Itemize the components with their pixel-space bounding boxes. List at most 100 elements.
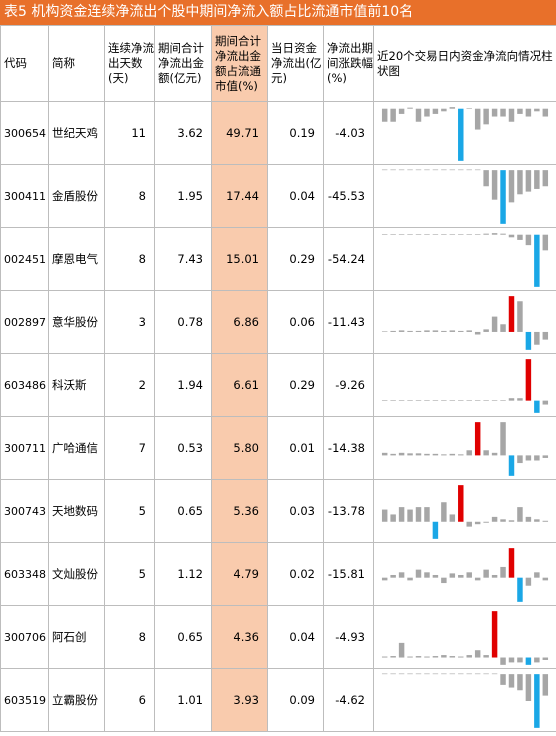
flow-bar (508, 548, 515, 578)
net-flow-bar-chart (381, 611, 549, 665)
period-change: -4.93 (323, 605, 374, 669)
flow-bar (415, 453, 422, 456)
flow-bar (398, 673, 405, 675)
net-flow-bar-chart (381, 548, 549, 602)
flow-bar (500, 519, 506, 522)
flow-bar (534, 519, 540, 522)
outflow-ratio: 6.86 (211, 290, 268, 354)
flow-bar (458, 656, 464, 658)
net-flow-bar-chart (381, 107, 549, 161)
outflow-days: 5 (104, 542, 155, 606)
flow-bar (466, 673, 472, 675)
flow-bar (517, 301, 523, 332)
flow-bar (542, 234, 549, 251)
flow-bar (483, 400, 489, 401)
flow-bar (458, 108, 464, 161)
outflow-total: 0.53 (154, 416, 212, 480)
today-outflow: 0.19 (267, 101, 324, 165)
flow-bar (491, 108, 498, 117)
period-change: -4.62 (323, 668, 374, 732)
flow-bar (415, 507, 422, 522)
flow-bar (500, 657, 506, 665)
flow-bar (381, 234, 388, 235)
flow-bar (441, 673, 447, 675)
stock-name: 阿石创 (48, 605, 105, 669)
flow-bar (525, 455, 532, 461)
flow-bar (381, 577, 388, 581)
flow-bar (534, 108, 540, 112)
flow-bar (474, 331, 481, 335)
outflow-days: 8 (104, 227, 155, 291)
outflow-days: 7 (104, 416, 155, 480)
flow-bar (432, 108, 439, 114)
flow-bar (508, 520, 515, 522)
outflow-total: 1.01 (154, 668, 212, 732)
flow-bar (398, 642, 405, 658)
outflow-ratio: 4.36 (211, 605, 268, 669)
flow-bar (415, 569, 422, 578)
flow-bar (466, 521, 472, 527)
stock-name: 世纪天鸡 (48, 101, 105, 165)
flow-bar (424, 400, 430, 401)
flow-bar (441, 400, 447, 401)
flow-bar (474, 400, 481, 401)
table-row: 603486 科沃斯 2 1.94 6.61 0.29 -9.26 (0, 353, 556, 417)
flow-bar (449, 400, 456, 401)
flow-bar (407, 169, 413, 171)
period-change: -11.43 (323, 290, 374, 354)
stock-code: 603486 (0, 353, 49, 417)
today-outflow: 0.03 (267, 479, 324, 543)
flow-bar (542, 657, 549, 660)
flow-bar (449, 169, 456, 171)
flow-bar (474, 650, 481, 658)
flow-bar (407, 234, 413, 235)
stock-code: 603348 (0, 542, 49, 606)
outflow-days: 11 (104, 101, 155, 165)
table-row: 002897 意华股份 3 0.78 6.86 0.06 -11.43 (0, 290, 556, 354)
flow-bar (542, 170, 549, 187)
flow-bar (390, 656, 396, 658)
flow-bar (491, 233, 498, 235)
flow-bar (466, 330, 472, 332)
sparkline-cell (373, 416, 556, 480)
stock-code: 603519 (0, 668, 49, 732)
flow-bar (525, 657, 532, 665)
header-chart: 近20个交易日内资金净流向情况柱状图 (373, 25, 556, 102)
flow-bar (458, 485, 464, 522)
stock-name: 金盾股份 (48, 164, 105, 228)
flow-bar (424, 169, 430, 171)
flow-bar (542, 108, 549, 117)
flow-bar (517, 507, 523, 522)
sparkline-cell (373, 290, 556, 354)
flow-bar (398, 330, 405, 332)
flow-bar (508, 108, 515, 122)
stock-code: 300654 (0, 101, 49, 165)
sparkline-cell (373, 542, 556, 606)
today-outflow: 0.06 (267, 290, 324, 354)
flow-bar (390, 514, 396, 522)
flow-bar (500, 170, 506, 224)
outflow-ratio: 4.79 (211, 542, 268, 606)
header-name: 简称 (48, 25, 105, 102)
period-change: -45.53 (323, 164, 374, 228)
flow-bar (542, 455, 549, 458)
flow-bar (458, 454, 464, 456)
flow-bar (424, 656, 430, 658)
flow-bar (500, 400, 506, 401)
outflow-days: 5 (104, 479, 155, 543)
table-row: 002451 摩恩电气 8 7.43 15.01 0.29 -54.24 (0, 227, 556, 291)
flow-bar (390, 108, 396, 122)
period-change: -9.26 (323, 353, 374, 417)
stock-name: 立霸股份 (48, 668, 105, 732)
stock-code: 300743 (0, 479, 49, 543)
stock-code: 300711 (0, 416, 49, 480)
outflow-ratio: 6.61 (211, 353, 268, 417)
flow-bar (441, 577, 447, 584)
outflow-ratio: 3.93 (211, 668, 268, 732)
stock-name: 意华股份 (48, 290, 105, 354)
net-flow-bar-chart (381, 673, 549, 728)
flow-bar (483, 233, 489, 235)
flow-bar (449, 330, 456, 332)
header-ratio: 期间合计净流出金额占流通市值(%) (211, 25, 268, 102)
header-row: 代码 简称 连续净流出天数(天) 期间合计净流出金额(亿元) 期间合计净流出金额… (0, 25, 556, 102)
